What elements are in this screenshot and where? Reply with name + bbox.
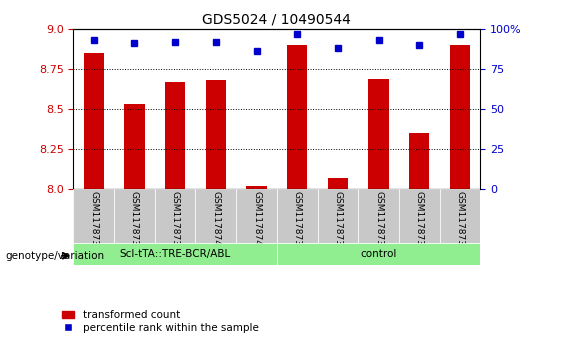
Text: GSM1178734: GSM1178734 (374, 192, 383, 252)
FancyBboxPatch shape (195, 189, 236, 243)
Text: GSM1178739: GSM1178739 (171, 192, 180, 252)
Text: GSM1178740: GSM1178740 (211, 192, 220, 252)
FancyBboxPatch shape (318, 189, 358, 243)
Bar (287, 45, 307, 189)
FancyBboxPatch shape (155, 189, 195, 243)
Text: GSM1178733: GSM1178733 (333, 192, 342, 252)
FancyBboxPatch shape (358, 189, 399, 243)
FancyBboxPatch shape (277, 189, 318, 243)
Bar (246, 185, 267, 189)
Bar (409, 133, 429, 189)
Bar (206, 80, 226, 189)
FancyBboxPatch shape (277, 243, 480, 265)
Bar (450, 45, 470, 189)
Bar (328, 178, 348, 189)
Text: Scl-tTA::TRE-BCR/ABL: Scl-tTA::TRE-BCR/ABL (120, 249, 231, 259)
Bar (124, 104, 145, 189)
Bar (165, 82, 185, 189)
FancyBboxPatch shape (114, 189, 155, 243)
FancyBboxPatch shape (399, 189, 440, 243)
Bar (84, 53, 104, 189)
Text: GSM1178741: GSM1178741 (252, 192, 261, 252)
FancyBboxPatch shape (73, 243, 277, 265)
Text: GSM1178737: GSM1178737 (89, 192, 98, 252)
FancyBboxPatch shape (73, 189, 114, 243)
FancyBboxPatch shape (236, 189, 277, 243)
FancyBboxPatch shape (440, 189, 480, 243)
Text: genotype/variation: genotype/variation (6, 251, 105, 261)
Legend: transformed count, percentile rank within the sample: transformed count, percentile rank withi… (62, 310, 258, 333)
Text: GSM1178735: GSM1178735 (415, 192, 424, 252)
Text: GSM1178732: GSM1178732 (293, 192, 302, 252)
Text: control: control (360, 249, 397, 259)
Title: GDS5024 / 10490544: GDS5024 / 10490544 (202, 12, 351, 26)
Bar (368, 78, 389, 189)
Text: GSM1178736: GSM1178736 (455, 192, 464, 252)
Text: GSM1178738: GSM1178738 (130, 192, 139, 252)
